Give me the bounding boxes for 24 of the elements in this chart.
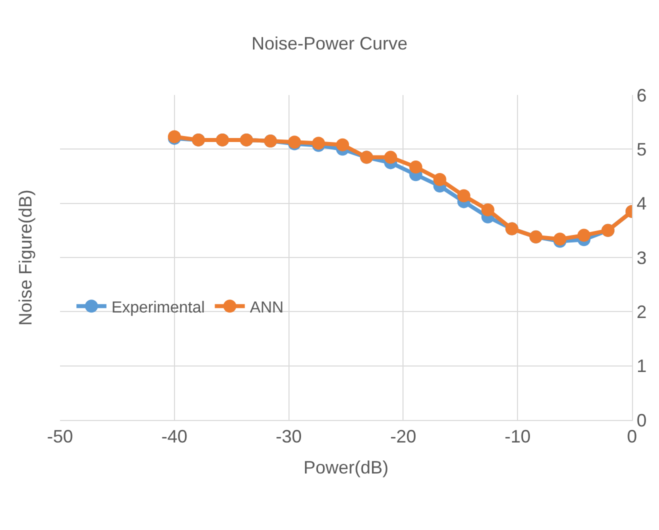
legend-label: Experimental	[111, 299, 205, 316]
y-tick-label: 0	[636, 410, 647, 430]
x-tick-label: -40	[161, 426, 188, 447]
point	[457, 189, 470, 202]
y-tick-label: 1	[636, 356, 647, 376]
x-axis-title: Power(dB)	[303, 458, 389, 478]
y-axis-title: Noise Figure(dB)	[16, 190, 36, 326]
point	[384, 150, 398, 164]
point	[433, 173, 446, 186]
point	[577, 228, 590, 242]
x-tick-label: -10	[504, 426, 531, 447]
point	[409, 160, 422, 174]
y-tick-label: 4	[636, 194, 647, 214]
y-tick-label: 2	[636, 302, 647, 322]
chart-title: Noise-Power Curve	[251, 34, 408, 54]
y-tick-label: 3	[636, 248, 647, 268]
x-tick-label: -50	[46, 426, 74, 447]
y-tick-label: 6	[636, 85, 647, 106]
x-tick-label: -20	[390, 426, 416, 447]
point	[481, 203, 494, 216]
x-tick-label: -30	[276, 426, 302, 447]
legend-label: ANN	[250, 299, 284, 316]
y-tick-label: 5	[636, 139, 647, 160]
point	[336, 138, 350, 152]
